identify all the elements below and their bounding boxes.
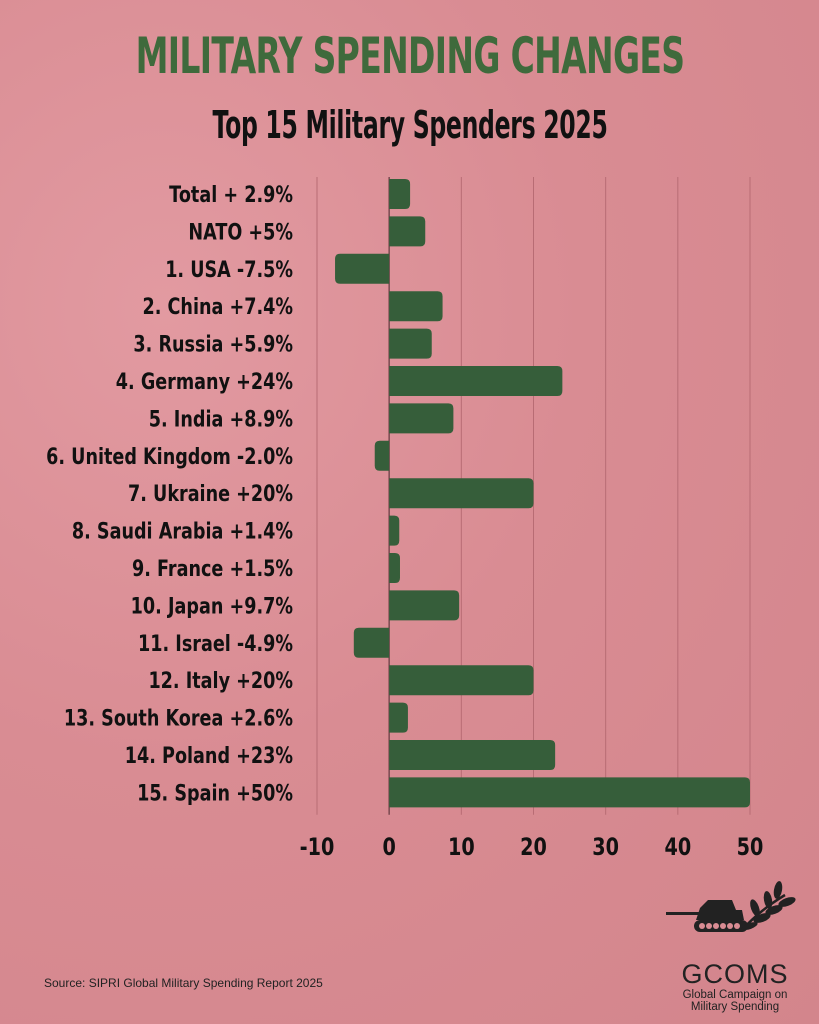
category-label: 10. Japan +9.7% xyxy=(131,594,293,619)
bar xyxy=(389,740,556,770)
chart-subtitle: Top 15 Military Spenders 2025 xyxy=(211,103,608,147)
gcoms-logo: GCOMS Global Campaign on Military Spendi… xyxy=(660,880,810,1013)
category-label: 1. USA -7.5% xyxy=(165,257,293,282)
category-label: 13. South Korea +2.6% xyxy=(64,706,293,731)
source-note: Source: SIPRI Global Military Spending R… xyxy=(44,976,323,990)
bar xyxy=(389,366,563,396)
bar xyxy=(389,777,750,808)
category-label: 14. Poland +23% xyxy=(125,743,293,768)
category-label: 5. India +8.9% xyxy=(149,407,293,432)
x-tick-label: -10 xyxy=(300,834,335,862)
category-label: 15. Spain +50% xyxy=(137,781,293,806)
bar xyxy=(389,403,454,434)
category-label: Total + 2.9% xyxy=(169,182,293,207)
bar xyxy=(374,440,390,471)
x-tick-label: 10 xyxy=(448,834,475,862)
bar xyxy=(353,627,390,658)
bar xyxy=(389,216,426,247)
category-label: 2. China +7.4% xyxy=(142,294,293,319)
category-label: 9. France +1.5% xyxy=(132,556,293,581)
category-label: 7. Ukraine +20% xyxy=(128,481,293,506)
category-label: NATO +5% xyxy=(188,220,293,245)
bar xyxy=(389,590,460,621)
x-tick-label: 30 xyxy=(592,834,619,862)
bar xyxy=(335,253,390,284)
category-label: 3. Russia +5.9% xyxy=(133,332,293,357)
x-tick-label: 20 xyxy=(520,834,547,862)
bar xyxy=(389,515,400,546)
logo-name: GCOMS xyxy=(681,959,789,989)
bar xyxy=(389,179,411,209)
bar xyxy=(389,478,534,509)
category-label: 11. Israel -4.9% xyxy=(138,631,293,656)
x-tick-label: 0 xyxy=(382,834,395,862)
bar xyxy=(389,665,534,696)
x-tick-label: 50 xyxy=(737,834,764,862)
chart-title: MILITARY SPENDING CHANGES xyxy=(135,27,684,85)
logo-line1: Global Campaign on xyxy=(682,989,788,1001)
bar xyxy=(389,328,432,359)
tank-olive-branch-icon xyxy=(666,881,796,932)
bar xyxy=(389,553,400,583)
bar-chart: -10 0 10 20 30 40 50 Total + 2.9% NATO +5% 1. USA… xyxy=(46,177,764,862)
category-label: 8. Saudi Arabia +1.4% xyxy=(72,519,293,544)
category-label: 12. Italy +20% xyxy=(148,668,293,693)
logo-subtitle: Global Campaign on Military Spending xyxy=(660,989,810,1013)
bar xyxy=(389,291,443,322)
logo-line2: Military Spending xyxy=(690,1001,780,1013)
category-label: 4. Germany +24% xyxy=(116,369,293,394)
x-tick-label: 40 xyxy=(664,834,691,862)
bar xyxy=(389,702,408,733)
category-label: 6. United Kingdom -2.0% xyxy=(46,444,293,469)
